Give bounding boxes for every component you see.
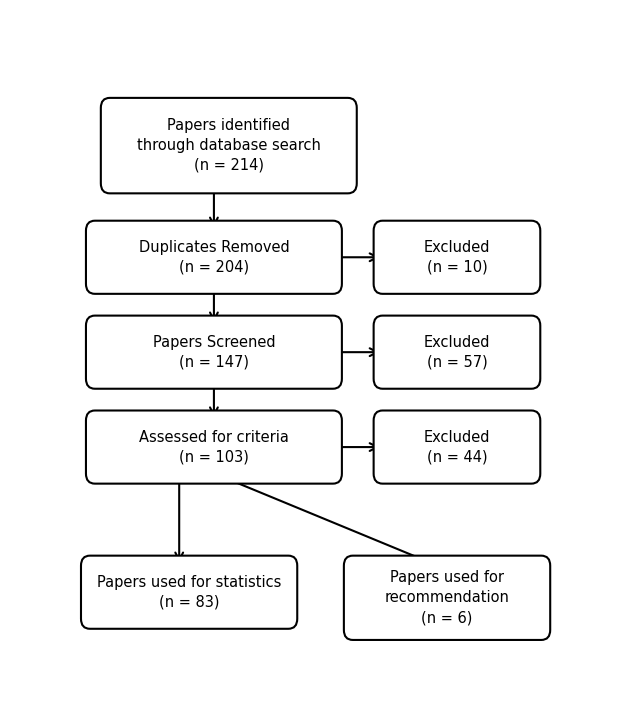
FancyBboxPatch shape (86, 220, 342, 294)
FancyBboxPatch shape (374, 315, 540, 389)
FancyBboxPatch shape (374, 220, 540, 294)
FancyBboxPatch shape (101, 98, 356, 194)
Text: Papers used for statistics
(n = 83): Papers used for statistics (n = 83) (97, 575, 282, 610)
Text: Papers identified
through database search
(n = 214): Papers identified through database searc… (137, 118, 321, 173)
Text: Excluded
(n = 57): Excluded (n = 57) (424, 335, 490, 370)
Text: Papers Screened
(n = 147): Papers Screened (n = 147) (152, 335, 275, 370)
FancyBboxPatch shape (344, 555, 550, 640)
Text: Excluded
(n = 44): Excluded (n = 44) (424, 430, 490, 465)
FancyBboxPatch shape (374, 410, 540, 484)
Text: Assessed for criteria
(n = 103): Assessed for criteria (n = 103) (139, 430, 289, 465)
Text: Excluded
(n = 10): Excluded (n = 10) (424, 240, 490, 275)
Text: Duplicates Removed
(n = 204): Duplicates Removed (n = 204) (138, 240, 289, 275)
FancyBboxPatch shape (86, 410, 342, 484)
FancyBboxPatch shape (81, 555, 297, 629)
Text: Papers used for
recommendation
(n = 6): Papers used for recommendation (n = 6) (385, 571, 509, 625)
FancyBboxPatch shape (86, 315, 342, 389)
